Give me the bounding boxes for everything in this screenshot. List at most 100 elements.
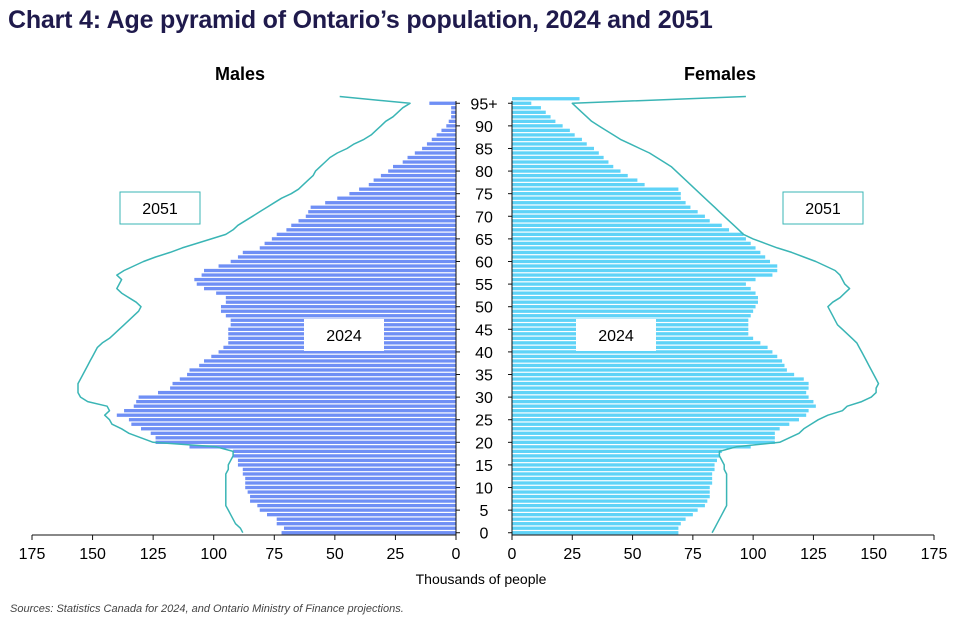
female-bar (512, 531, 679, 535)
x-tick-label: 125 (800, 546, 827, 563)
male-bar (172, 381, 456, 386)
female-bar (512, 472, 713, 476)
male-bar (189, 368, 457, 372)
male-bar (359, 187, 456, 191)
male-bar (446, 124, 456, 128)
male-bar (128, 418, 456, 422)
male-bar (380, 173, 456, 178)
female-bar (512, 409, 809, 413)
source-note: Sources: Statistics Canada for 2024, and… (10, 603, 404, 615)
female-bar (512, 436, 775, 440)
female-bar (512, 386, 809, 390)
female-bar (512, 513, 693, 517)
male-bar (196, 282, 456, 286)
label-2051-females-text: 2051 (805, 201, 841, 218)
x-tick-label: 100 (200, 546, 227, 563)
male-bar (237, 255, 456, 259)
female-bar (512, 413, 807, 417)
male-bar (308, 210, 456, 214)
female-bar (512, 485, 710, 490)
male-bar (259, 246, 456, 250)
male-bar (155, 440, 456, 444)
male-bar (368, 182, 456, 187)
female-bar (512, 259, 771, 264)
female-bar (512, 196, 681, 200)
female-bar (512, 381, 809, 386)
age-tick-label: 95+ (470, 96, 497, 113)
label-2051-males-text: 2051 (142, 201, 178, 218)
female-bar (512, 467, 715, 472)
female-bar (512, 268, 778, 273)
male-bar (245, 485, 456, 490)
female-bar (512, 146, 594, 151)
male-bar (250, 494, 456, 499)
male-bar (201, 273, 456, 277)
age-tick-label: 5 (480, 503, 489, 520)
female-bar (512, 309, 754, 313)
male-bar (233, 449, 456, 454)
male-bar (325, 201, 456, 205)
male-bar (245, 476, 456, 481)
male-bar (429, 101, 456, 105)
female-bar (512, 359, 783, 363)
female-bar (512, 399, 814, 404)
male-bar (264, 241, 456, 246)
male-bar (373, 178, 456, 182)
females-panel-title: Females (684, 64, 756, 84)
female-bar (512, 128, 570, 133)
male-bar (194, 277, 456, 282)
female-bar (512, 178, 638, 182)
female-bar (512, 286, 751, 291)
female-bar (512, 368, 787, 372)
male-bar (291, 223, 456, 227)
male-bar (283, 526, 456, 530)
female-bar (512, 372, 795, 377)
label-2024-males-text: 2024 (326, 328, 362, 345)
female-bar (512, 237, 746, 241)
female-bar (512, 119, 556, 123)
female-bar (512, 418, 799, 422)
female-bar (512, 445, 751, 449)
x-tick-label: 50 (326, 546, 344, 563)
male-bar (170, 386, 456, 390)
male-bar (310, 205, 456, 209)
female-bar (512, 106, 541, 110)
male-bar (136, 399, 456, 404)
age-tick-label: 85 (475, 141, 493, 158)
female-bar (512, 232, 744, 237)
female-bar (512, 422, 790, 426)
female-bar (512, 463, 715, 467)
male-bar (271, 237, 456, 241)
x-tick-label: 150 (860, 546, 887, 563)
male-bar (133, 404, 456, 408)
male-bar (393, 164, 456, 169)
females-2051-outline (571, 95, 880, 534)
male-bar (257, 503, 456, 508)
male-bar (337, 196, 456, 200)
female-bar (512, 219, 710, 223)
male-bar (220, 309, 456, 313)
male-bar (138, 395, 457, 399)
female-bar (512, 282, 746, 286)
female-bar (512, 173, 628, 178)
male-bar (451, 115, 456, 119)
female-bar (512, 155, 604, 160)
female-bar (512, 314, 751, 318)
male-bar (422, 146, 456, 151)
male-bar (242, 250, 456, 255)
chart-title: Chart 4: Age pyramid of Ontario’s popula… (8, 6, 713, 34)
female-bar (512, 526, 679, 530)
age-tick-label: 80 (475, 164, 493, 181)
female-bar (512, 246, 756, 250)
x-tick-label: 50 (624, 546, 642, 563)
male-bar (225, 300, 456, 304)
male-bar (441, 128, 456, 133)
male-bar (276, 517, 456, 521)
x-axis-title: Thousands of people (416, 571, 547, 587)
female-bar (512, 296, 758, 300)
age-tick-label: 30 (475, 390, 493, 407)
male-bar (204, 359, 456, 363)
age-tick-label: 35 (475, 368, 493, 385)
male-bar (250, 499, 456, 503)
